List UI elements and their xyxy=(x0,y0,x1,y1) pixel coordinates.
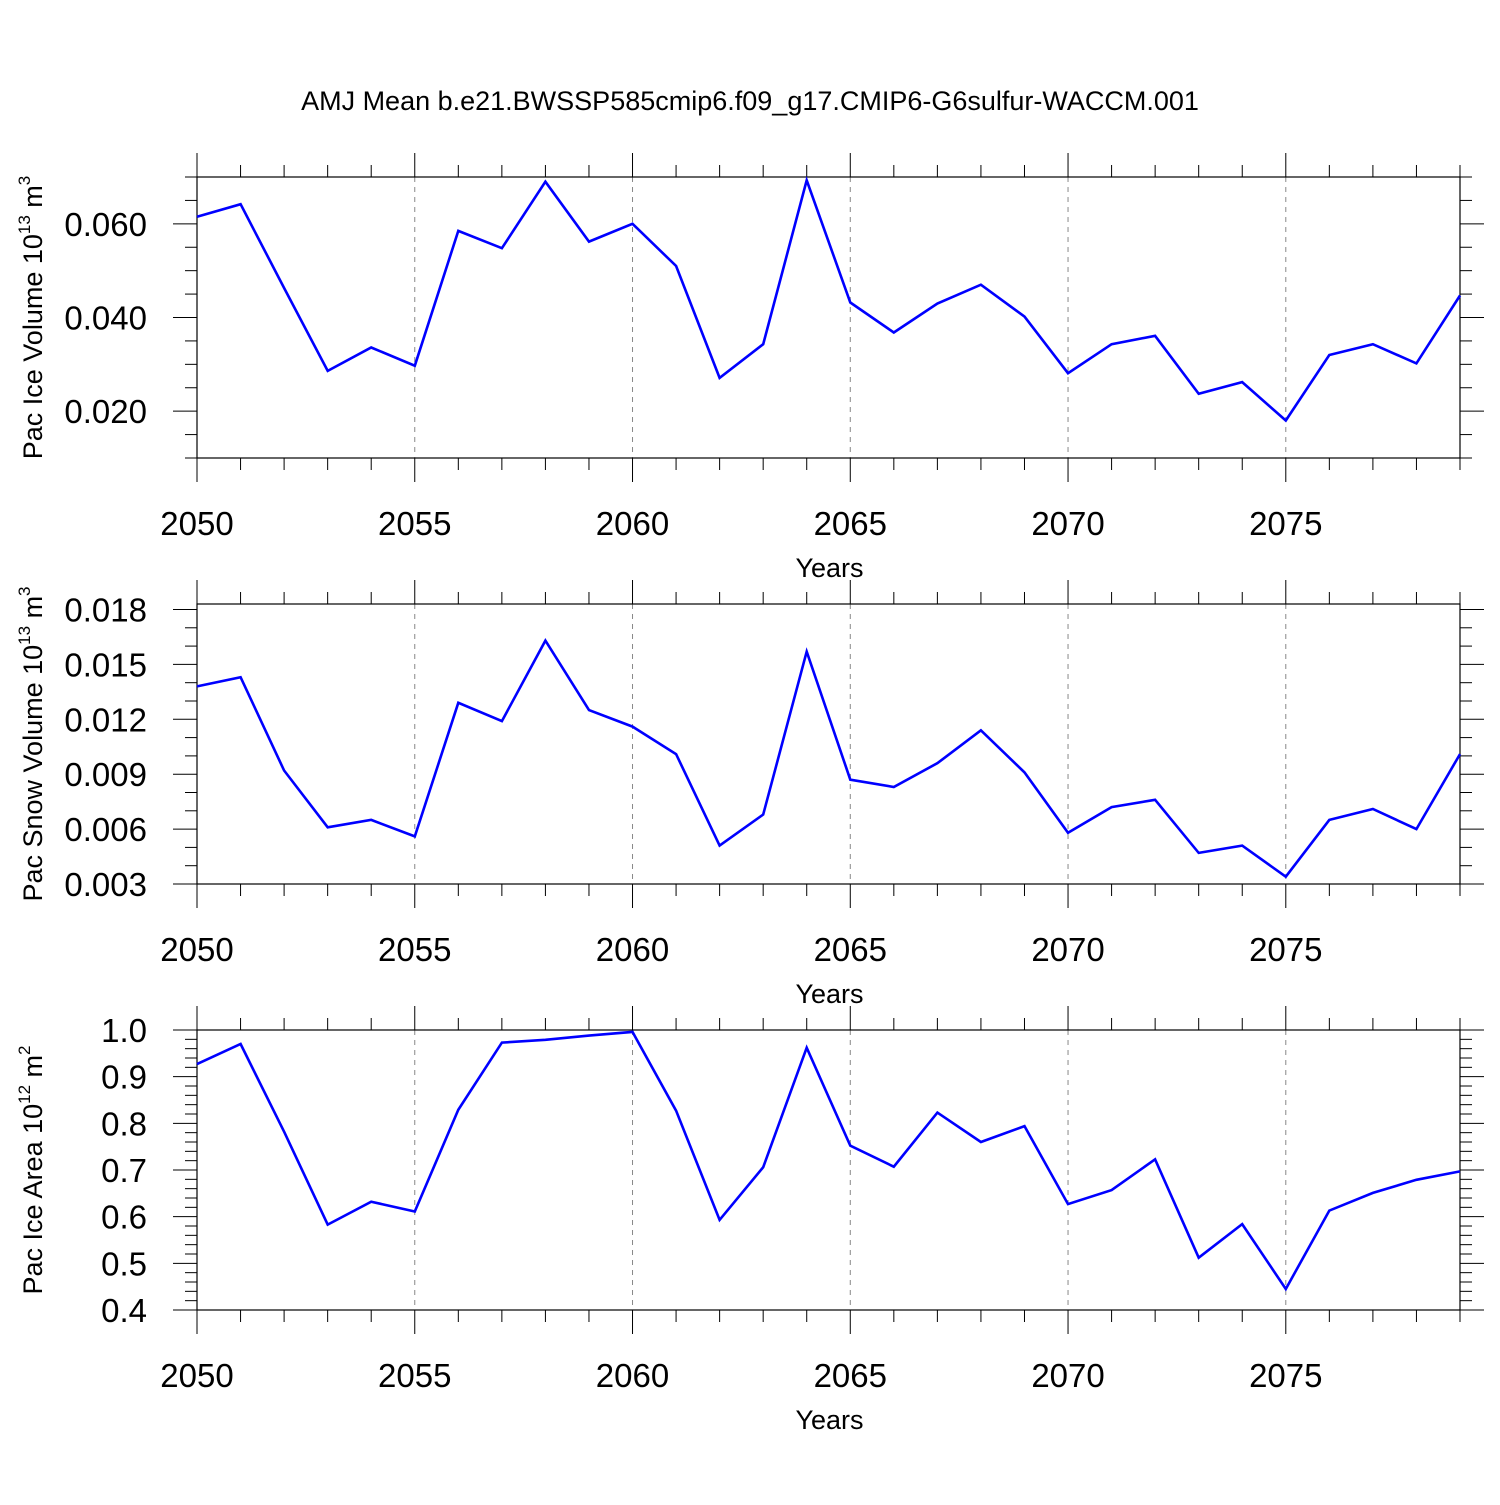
y-tick-label: 0.060 xyxy=(64,206,147,243)
figure-title: AMJ Mean b.e21.BWSSP585cmip6.f09_g17.CMI… xyxy=(301,86,1199,116)
y-axis-label-superscript: 2 xyxy=(15,1045,34,1054)
y-axis-label: Pac Ice Volume 1013 m3 xyxy=(15,176,48,460)
x-tick-label: 2060 xyxy=(596,1357,669,1394)
x-tick-label: 2070 xyxy=(1031,1357,1104,1394)
chart-panel-2: 2050 2055 2060 2065 2070 2075 Years 0.003 0.006 0… xyxy=(15,580,1484,1009)
plot-frame xyxy=(196,176,1461,459)
x-tick-label: 2050 xyxy=(160,505,233,542)
chart-panel-3: 2050 2055 2060 2065 2070 2075 Years 0.4 0.5 0.6 0.… xyxy=(15,1006,1484,1435)
y-axis-label-superscript: 3 xyxy=(15,176,34,185)
y-tick-label: 0.6 xyxy=(101,1199,147,1236)
x-tick-label: 2060 xyxy=(596,931,669,968)
x-tick-label: 2060 xyxy=(596,505,669,542)
y-tick-label: 0.003 xyxy=(64,866,147,903)
x-tick-label: 2055 xyxy=(378,1357,451,1394)
plot-frame xyxy=(196,603,1461,885)
y-axis-label-superscript: 13 xyxy=(15,626,34,645)
y-axis-label-unit: m xyxy=(18,185,48,215)
y-tick-label: 0.5 xyxy=(101,1245,147,1282)
y-tick-label: 0.4 xyxy=(101,1292,147,1329)
y-tick-label: 0.8 xyxy=(101,1105,147,1142)
y-tick-label: 0.040 xyxy=(64,300,147,337)
x-axis-label: Years xyxy=(795,1405,863,1435)
y-tick-label: 0.018 xyxy=(64,591,147,628)
x-tick-label: 2075 xyxy=(1249,1357,1322,1394)
y-axis-label-superscript: 13 xyxy=(15,215,34,234)
y-axis-label-unit: m xyxy=(18,1055,48,1085)
y-tick-label: 0.020 xyxy=(64,393,147,430)
y-tick-label: 0.006 xyxy=(64,811,147,848)
y-axis-label: Pac Snow Volume 1013 m3 xyxy=(15,586,48,901)
y-tick-label: 0.7 xyxy=(101,1152,147,1189)
series-line xyxy=(196,1030,1461,1292)
y-axis-label-superscript: 12 xyxy=(15,1085,34,1104)
x-tick-label: 2065 xyxy=(814,505,887,542)
y-axis-label: Pac Ice Area 1012 m2 xyxy=(15,1045,48,1294)
x-axis-label: Years xyxy=(795,553,863,583)
x-tick-label: 2055 xyxy=(378,505,451,542)
y-axis-label-text: Pac Ice Volume 10 xyxy=(18,234,48,459)
chart-panel-1: 2050 2055 2060 2065 2070 2075 Years 0.020 0.040 0… xyxy=(15,153,1484,583)
series-line xyxy=(196,638,1462,879)
x-tick-label: 2050 xyxy=(160,1357,233,1394)
x-tick-label: 2055 xyxy=(378,931,451,968)
y-tick-label: 0.012 xyxy=(64,701,147,738)
y-axis-label-unit: m xyxy=(18,596,48,626)
y-tick-label: 1.0 xyxy=(101,1012,147,1049)
y-axis-label-text: Pac Snow Volume 10 xyxy=(18,645,48,902)
x-tick-label: 2065 xyxy=(814,1357,887,1394)
x-axis-label: Years xyxy=(795,979,863,1009)
x-tick-label: 2075 xyxy=(1249,931,1322,968)
x-tick-label: 2070 xyxy=(1031,931,1104,968)
x-tick-label: 2075 xyxy=(1249,505,1322,542)
y-tick-label: 0.009 xyxy=(64,756,147,793)
y-axis-label-text: Pac Ice Area 10 xyxy=(18,1104,48,1295)
series-line xyxy=(196,175,1462,423)
x-tick-label: 2065 xyxy=(814,931,887,968)
y-tick-label: 0.015 xyxy=(64,646,147,683)
x-tick-label: 2050 xyxy=(160,931,233,968)
y-axis-label-superscript: 3 xyxy=(15,586,34,595)
y-tick-label: 0.9 xyxy=(101,1059,147,1096)
x-tick-label: 2070 xyxy=(1031,505,1104,542)
